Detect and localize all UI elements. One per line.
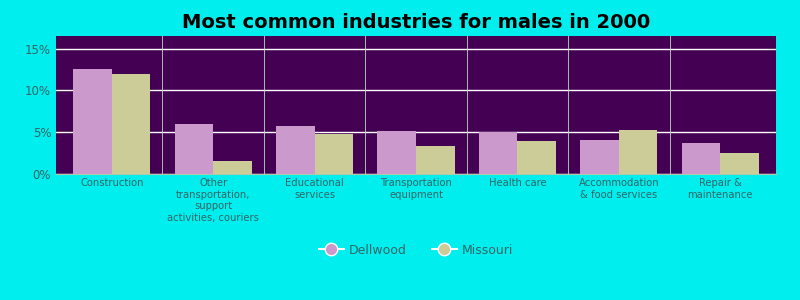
Legend: Dellwood, Missouri: Dellwood, Missouri: [314, 238, 518, 262]
Bar: [378, 130, 416, 174]
Bar: [314, 134, 353, 174]
Bar: [619, 130, 658, 174]
Bar: [174, 124, 213, 174]
Bar: [720, 153, 758, 174]
Title: Most common industries for males in 2000: Most common industries for males in 2000: [182, 13, 650, 32]
Bar: [479, 132, 518, 174]
Bar: [518, 141, 556, 174]
Bar: [682, 143, 720, 174]
Bar: [213, 161, 252, 174]
Bar: [580, 140, 619, 174]
Bar: [112, 74, 150, 174]
Bar: [74, 70, 112, 174]
Bar: [416, 146, 454, 174]
Bar: [276, 126, 314, 174]
